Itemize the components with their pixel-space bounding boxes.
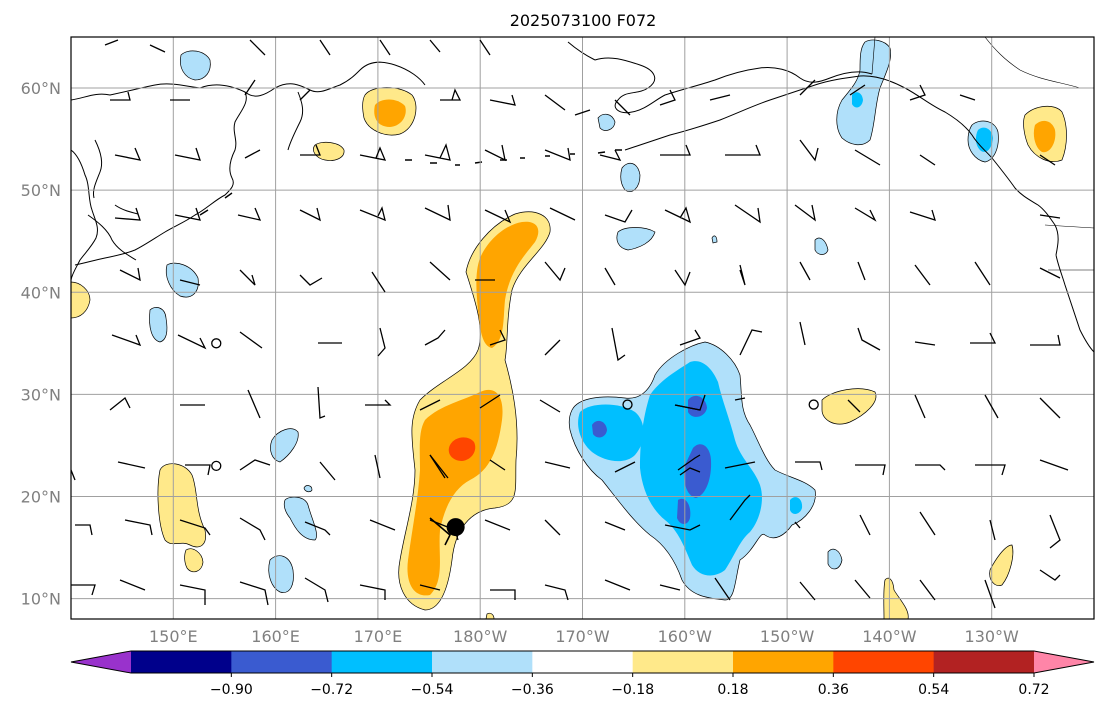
negative-anomaly-core	[790, 497, 803, 514]
longitude-label: 160°W	[658, 627, 713, 646]
positive-anomaly-core	[374, 99, 406, 127]
calm-circle	[622, 399, 633, 410]
station-markers	[211, 338, 819, 537]
colorbar-segment	[231, 651, 333, 673]
latitude-label: 10°N	[21, 590, 61, 609]
positive-anomaly-patch	[157, 463, 206, 548]
calm-circle	[211, 460, 222, 471]
colorbar-segment	[131, 651, 232, 673]
sakhalin-coastline	[93, 139, 103, 199]
asia-coastline	[71, 149, 98, 281]
colorbar-segment	[331, 651, 433, 673]
latitude-label: 40°N	[21, 283, 61, 302]
latitude-label: 50°N	[21, 181, 61, 200]
longitude-label: 170°E	[354, 627, 403, 646]
colorbar-segment	[933, 651, 1035, 673]
map-area	[71, 37, 1094, 619]
negative-anomaly-patch	[814, 237, 829, 255]
latitude-label: 30°N	[21, 385, 61, 404]
axis-labels: 10°N 20°N 30°N 40°N 50°N 60°N 150°E 160°E 170°E 1…	[21, 79, 1019, 646]
positive-anomaly-patch	[821, 388, 877, 425]
longitude-label: 130°W	[965, 627, 1020, 646]
anomaly-contours	[71, 39, 1067, 619]
colorbar-tick-label: −0.36	[511, 682, 554, 698]
filled-dot	[446, 518, 465, 537]
negative-anomaly-patch	[270, 428, 299, 463]
figure-title: 2025073100 F072	[510, 11, 657, 30]
negative-anomaly-core	[852, 92, 863, 108]
colorbar-segment	[833, 651, 935, 673]
colorbar-tick-label: −0.72	[310, 682, 353, 698]
longitude-label: 160°E	[251, 627, 300, 646]
calm-circle	[808, 399, 819, 410]
longitude-label: 170°W	[555, 627, 610, 646]
colorbar-segment	[532, 651, 634, 673]
positive-anomaly-patch	[184, 548, 204, 573]
colorbar-segment	[733, 651, 834, 673]
colorbar: −0.90 −0.72 −0.54 −0.36 −0.18 0.18 0.36 0.54 0.7…	[70, 650, 1095, 698]
positive-anomaly-patch	[989, 544, 1014, 586]
strong-negative-anomaly	[592, 420, 607, 438]
graticule	[71, 37, 1094, 619]
positive-anomaly-core	[476, 221, 539, 348]
strong-negative-anomaly	[677, 498, 691, 524]
colorbar-tick-label: 0.36	[818, 682, 849, 698]
colorbar-tick-label: 0.72	[1018, 682, 1049, 698]
map-frame	[70, 36, 1095, 620]
negative-anomaly-patch	[597, 113, 616, 131]
kamchatka-coastline	[287, 91, 304, 151]
aleutian-islands	[199, 149, 622, 216]
positive-anomaly-patch	[485, 612, 495, 619]
strong-positive-anomaly	[448, 437, 476, 461]
longitude-label: 150°W	[760, 627, 815, 646]
coastlines	[71, 37, 1094, 353]
colorbar-extend-max	[1034, 651, 1094, 673]
negative-anomaly-patch	[283, 496, 317, 541]
calm-circle	[211, 338, 222, 349]
colorbar-segment	[432, 651, 533, 673]
negative-anomaly-patch	[620, 162, 641, 192]
japan-coastline	[87, 204, 139, 261]
canada-boundary	[871, 37, 1094, 271]
latitude-label: 60°N	[21, 79, 61, 98]
alaska-coastline	[567, 41, 993, 159]
longitude-label: 150°E	[149, 627, 198, 646]
latitude-label: 20°N	[21, 487, 61, 506]
colorbar-tick-label: −0.54	[411, 682, 454, 698]
wind-barbs	[71, 39, 1069, 609]
negative-anomaly-patch	[268, 555, 294, 593]
positive-anomaly-core	[1033, 120, 1056, 153]
negative-anomaly-core	[578, 404, 644, 462]
colorbar-outline	[70, 650, 1095, 674]
negative-anomaly-patch	[827, 548, 843, 570]
colorbar-tick-label: 0.18	[717, 682, 748, 698]
colorbar-tick-label: −0.18	[611, 682, 654, 698]
positive-anomaly-patch	[313, 141, 345, 161]
strong-negative-anomaly	[688, 395, 707, 417]
longitude-label: 140°W	[862, 627, 917, 646]
colorbar-tick-label: −0.90	[210, 682, 253, 698]
negative-anomaly-patch	[711, 235, 718, 244]
positive-anomaly-core	[407, 389, 503, 596]
negative-anomaly-patch	[149, 307, 168, 343]
negative-anomaly-patch	[836, 39, 891, 146]
negative-anomaly-patch	[616, 227, 656, 251]
negative-anomaly-patch	[179, 50, 211, 81]
longitude-label: 180°W	[453, 627, 508, 646]
colorbar-segment	[632, 651, 734, 673]
negative-anomaly-patch	[303, 485, 313, 493]
positive-anomaly-patch	[71, 281, 91, 319]
colorbar-extend-min	[71, 651, 131, 673]
colorbar-tick-label: 0.54	[918, 682, 949, 698]
